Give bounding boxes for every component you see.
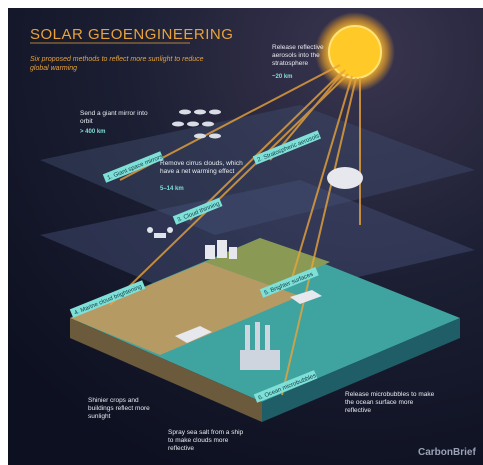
ships: [175, 290, 322, 343]
block-side-right: [262, 318, 460, 422]
annotation: Release reflective aerosols into the str…: [272, 44, 324, 68]
method-box: [252, 130, 322, 165]
method-box: [172, 197, 223, 225]
balloon: [327, 167, 363, 189]
method-box: [259, 266, 319, 298]
space-mirrors: [172, 109, 221, 139]
altitude: 5–14 km: [160, 186, 184, 192]
annotation: Shinier crops and buildings reflect more…: [88, 397, 150, 421]
title: SOLAR GEOENGINEERING: [30, 26, 234, 43]
orbit-plane: [40, 105, 475, 235]
method-box: [253, 370, 318, 403]
brand: CarbonBrief: [418, 447, 476, 458]
platform: [240, 322, 280, 370]
method-box: [69, 280, 146, 318]
method-box: [102, 151, 164, 183]
drone: [147, 227, 173, 238]
block-side-left: [70, 318, 262, 422]
annotation: Send a giant mirror into orbit: [80, 110, 148, 126]
buildings: [205, 240, 237, 259]
altitude: > 400 km: [80, 129, 106, 135]
subtitle: Six proposed methods to reflect more sun…: [30, 56, 204, 72]
annotation: Release microbubbles to make the ocean s…: [345, 391, 435, 415]
land-top: [70, 262, 300, 355]
annotation: Spray sea salt from a ship to make cloud…: [168, 429, 244, 453]
altitude: ~20 km: [272, 74, 293, 80]
annotation: Remove cirrus clouds, which have a net w…: [160, 160, 243, 176]
